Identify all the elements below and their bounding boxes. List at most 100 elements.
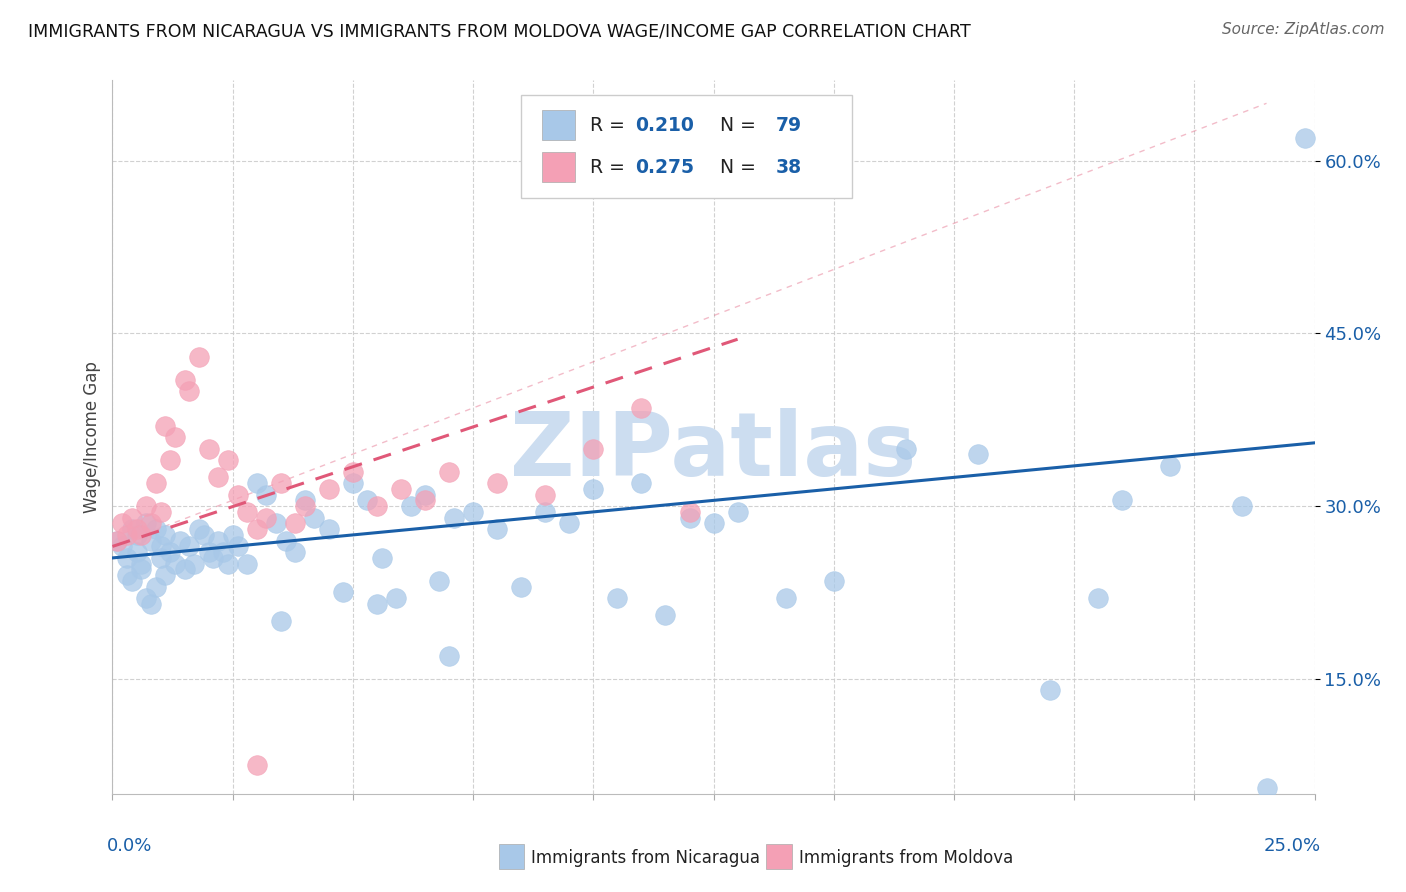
- Text: ZIPatlas: ZIPatlas: [510, 408, 917, 495]
- Point: [630, 476, 652, 491]
- Point: [125, 528, 148, 542]
- Point: [318, 522, 340, 536]
- Point: [183, 557, 205, 571]
- Point: [135, 591, 157, 606]
- Text: N =: N =: [707, 158, 762, 177]
- Point: [1294, 131, 1316, 145]
- Point: [155, 568, 177, 582]
- Point: [1159, 458, 1181, 473]
- Point: [105, 533, 128, 548]
- Point: [139, 597, 162, 611]
- Point: [967, 447, 990, 461]
- Point: [226, 488, 249, 502]
- Point: [332, 585, 354, 599]
- Point: [246, 758, 269, 772]
- Point: [775, 591, 797, 606]
- Point: [125, 545, 148, 559]
- Point: [226, 540, 249, 554]
- Point: [1087, 591, 1109, 606]
- Point: [264, 516, 287, 531]
- Point: [135, 516, 157, 531]
- Point: [486, 522, 509, 536]
- Point: [111, 540, 134, 554]
- Point: [145, 522, 167, 536]
- Point: [606, 591, 628, 606]
- Point: [582, 482, 605, 496]
- Point: [197, 442, 219, 456]
- Point: [437, 465, 460, 479]
- Point: [413, 488, 436, 502]
- Point: [1111, 493, 1133, 508]
- Point: [270, 614, 292, 628]
- Text: 79: 79: [776, 116, 803, 135]
- Point: [304, 510, 326, 524]
- Point: [121, 510, 143, 524]
- Point: [121, 522, 143, 536]
- Point: [342, 476, 364, 491]
- Point: [169, 533, 191, 548]
- Point: [371, 550, 394, 565]
- Point: [1256, 781, 1278, 796]
- Point: [443, 510, 465, 524]
- Point: [236, 557, 259, 571]
- Text: N =: N =: [707, 116, 762, 135]
- Point: [188, 350, 211, 364]
- Point: [125, 522, 148, 536]
- Point: [534, 505, 557, 519]
- Point: [429, 574, 451, 588]
- Point: [222, 528, 245, 542]
- Point: [246, 522, 269, 536]
- Point: [115, 550, 138, 565]
- Text: R =: R =: [589, 158, 631, 177]
- Text: Source: ZipAtlas.com: Source: ZipAtlas.com: [1222, 22, 1385, 37]
- Point: [534, 488, 557, 502]
- Text: IMMIGRANTS FROM NICARAGUA VS IMMIGRANTS FROM MOLDOVA WAGE/INCOME GAP CORRELATION: IMMIGRANTS FROM NICARAGUA VS IMMIGRANTS …: [28, 22, 972, 40]
- Point: [399, 499, 422, 513]
- Text: 0.210: 0.210: [636, 116, 695, 135]
- Point: [149, 505, 172, 519]
- Point: [274, 533, 297, 548]
- Point: [155, 528, 177, 542]
- Point: [139, 516, 162, 531]
- Point: [139, 533, 162, 548]
- Point: [437, 648, 460, 663]
- Point: [135, 499, 157, 513]
- Point: [254, 510, 277, 524]
- Point: [207, 470, 229, 484]
- Point: [654, 608, 676, 623]
- Point: [413, 493, 436, 508]
- Point: [217, 557, 239, 571]
- Point: [159, 545, 181, 559]
- Point: [284, 516, 307, 531]
- Point: [179, 384, 201, 398]
- Point: [193, 528, 215, 542]
- Text: Immigrants from Moldova: Immigrants from Moldova: [799, 849, 1012, 867]
- Point: [356, 493, 378, 508]
- Point: [254, 488, 277, 502]
- Point: [284, 545, 307, 559]
- Point: [486, 476, 509, 491]
- Point: [159, 453, 181, 467]
- Point: [582, 442, 605, 456]
- Point: [212, 545, 235, 559]
- Point: [131, 528, 153, 542]
- Point: [342, 465, 364, 479]
- FancyBboxPatch shape: [541, 110, 575, 140]
- Text: 25.0%: 25.0%: [1264, 837, 1320, 855]
- Point: [894, 442, 917, 456]
- Point: [461, 505, 484, 519]
- Point: [1039, 683, 1062, 698]
- Point: [366, 597, 388, 611]
- Text: R =: R =: [589, 116, 631, 135]
- Point: [702, 516, 725, 531]
- Point: [270, 476, 292, 491]
- Point: [217, 453, 239, 467]
- Point: [385, 591, 408, 606]
- Point: [202, 550, 225, 565]
- Point: [179, 540, 201, 554]
- Point: [294, 493, 316, 508]
- Point: [510, 580, 533, 594]
- Point: [111, 516, 134, 531]
- Text: Immigrants from Nicaragua: Immigrants from Nicaragua: [531, 849, 761, 867]
- Text: 0.275: 0.275: [636, 158, 695, 177]
